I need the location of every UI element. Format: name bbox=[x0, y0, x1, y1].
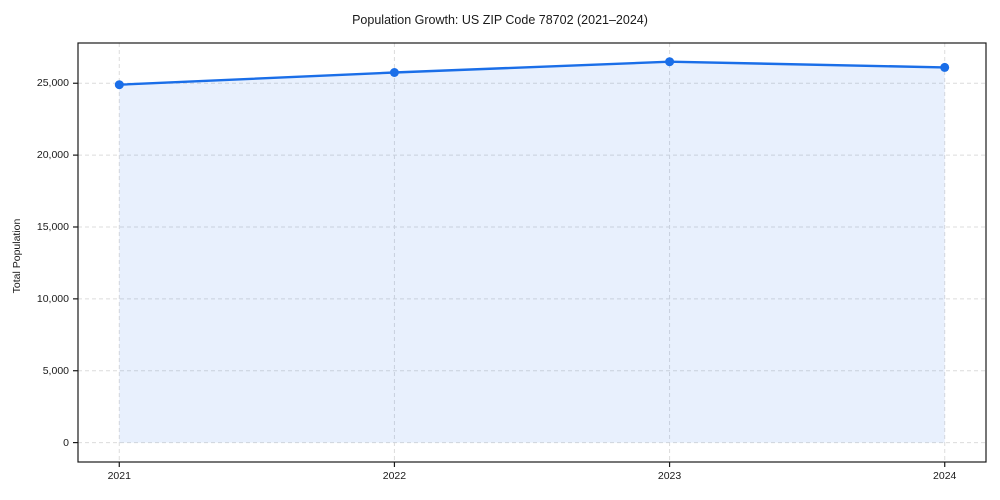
area-fill bbox=[119, 61, 945, 443]
data-point-marker bbox=[114, 80, 124, 90]
y-tick-label: 15,000 bbox=[36, 220, 69, 233]
x-tick-label: 2024 bbox=[933, 470, 957, 482]
y-tick-label: 20,000 bbox=[36, 149, 69, 162]
data-point-marker bbox=[940, 62, 950, 72]
x-tick-label: 2023 bbox=[657, 470, 682, 482]
x-tick-label: 2021 bbox=[107, 470, 131, 482]
population-line bbox=[118, 60, 946, 86]
y-tick-label: 25,000 bbox=[36, 77, 69, 90]
data-point-marker bbox=[389, 68, 399, 77]
y-tick-label: 0 bbox=[63, 436, 69, 449]
y-tick-label: 10,000 bbox=[36, 292, 69, 305]
x-tick-label: 2022 bbox=[382, 470, 407, 482]
plot-border bbox=[77, 42, 987, 463]
y-tick-label: 5,000 bbox=[42, 364, 69, 377]
chart-title: Population Growth: US ZIP Code 78702 (20… bbox=[352, 13, 648, 27]
data-point-marker bbox=[665, 57, 675, 67]
